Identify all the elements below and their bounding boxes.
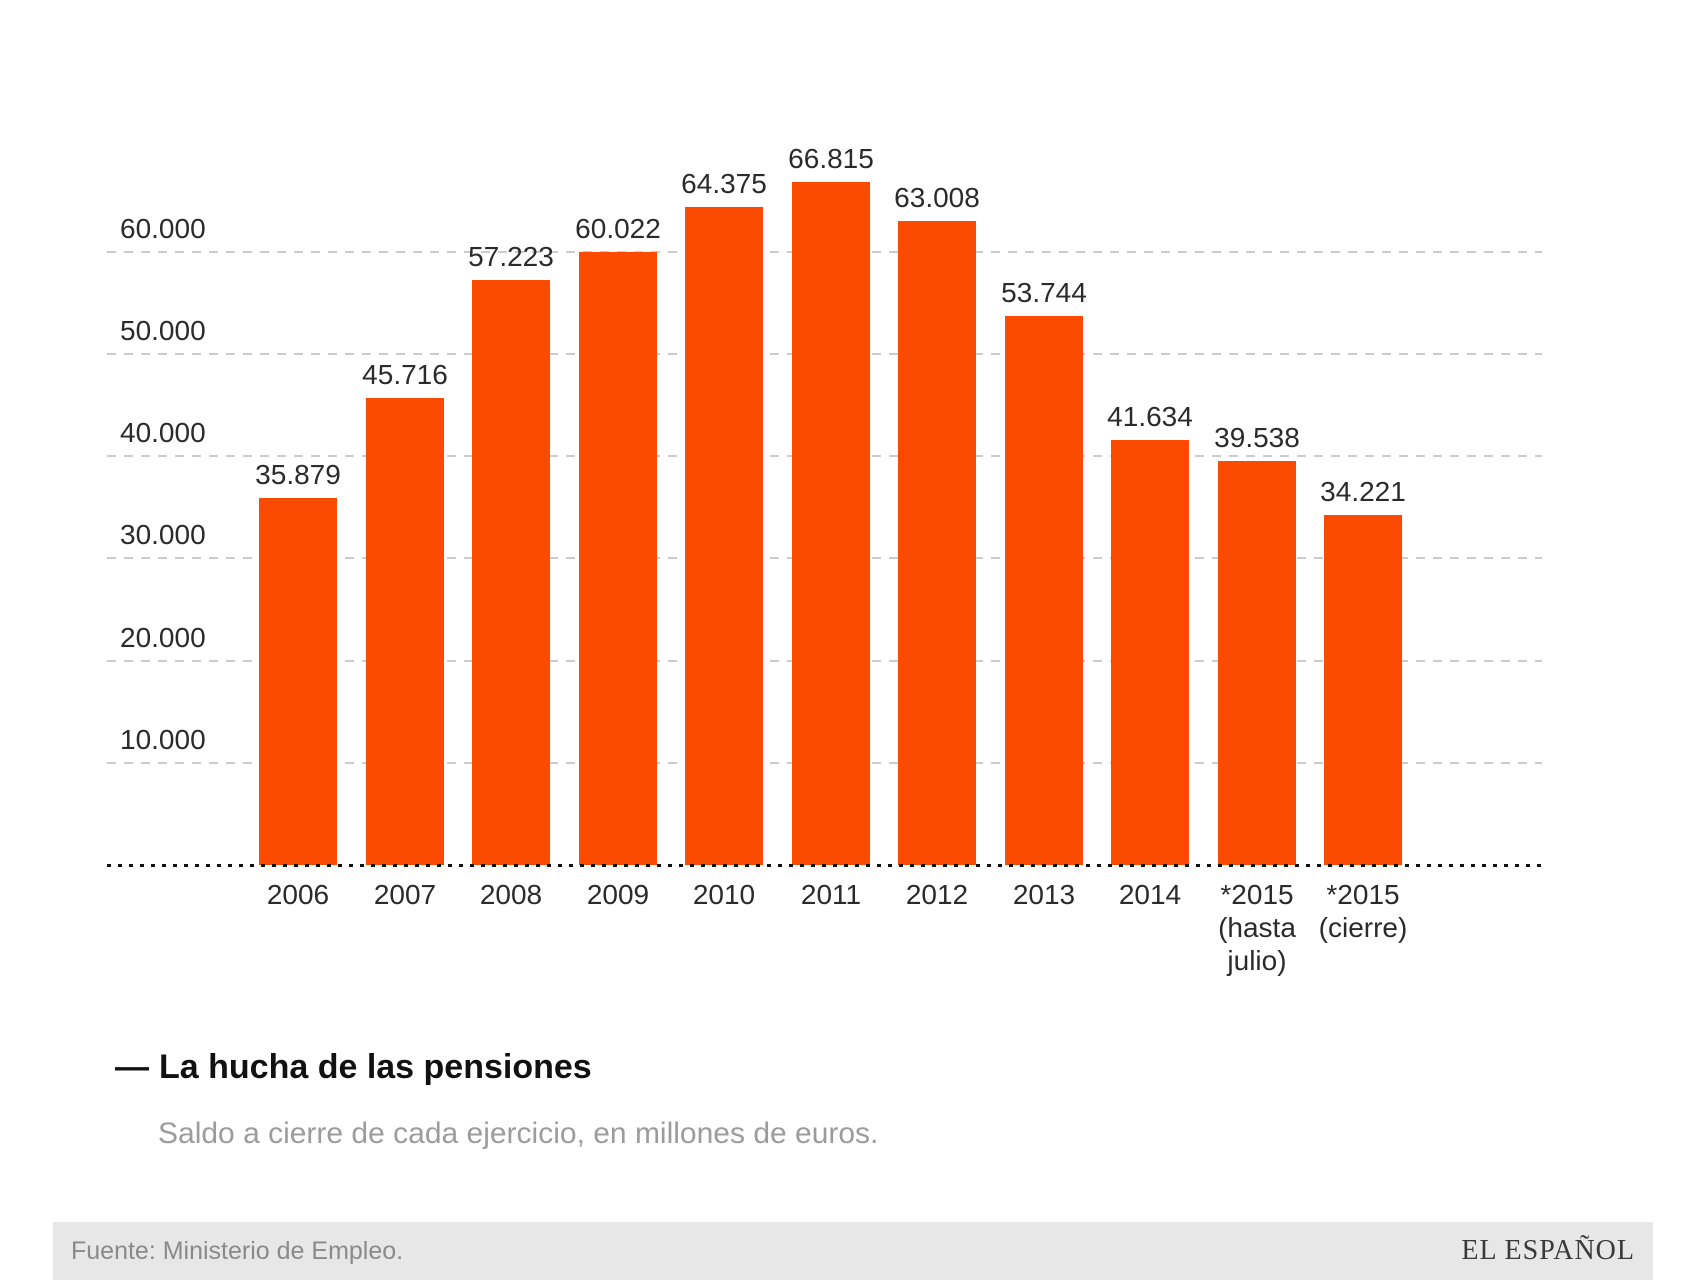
chart-title: La hucha de las pensiones (159, 1048, 592, 1086)
bar-value-label: 60.022 (575, 213, 661, 244)
x-category-label: 2010 (692, 879, 756, 910)
bar-2013 (1005, 316, 1083, 865)
x-category-label: *2015 (cierre) (1318, 879, 1408, 943)
bar-2011 (792, 182, 870, 865)
source-note: Fuente: Ministerio de Empleo. (71, 1236, 404, 1265)
bar-value-label: 64.375 (681, 168, 767, 199)
y-tick-label-40.000: 40.000 (120, 417, 206, 448)
bar-value-label: 53.744 (1001, 277, 1087, 308)
y-tick-label-10.000: 10.000 (120, 724, 206, 755)
y-tick-label-60.000: 60.000 (120, 213, 206, 244)
chart-subtitle: Saldo a cierre de cada ejercicio, en mil… (158, 1117, 879, 1150)
bar-2008 (472, 280, 550, 865)
bar-2006 (259, 498, 337, 865)
x-category-label: 2011 (800, 879, 862, 910)
bar-*2015 (1324, 515, 1402, 865)
bar-value-label: 41.634 (1107, 401, 1193, 432)
bar-value-label: 45.716 (362, 359, 448, 390)
title-dash: — (115, 1048, 149, 1086)
bar-2007 (366, 398, 444, 865)
bar-value-label: 63.008 (894, 182, 980, 213)
y-tick-label-20.000: 20.000 (120, 622, 206, 653)
x-category-label: 2014 (1118, 879, 1182, 910)
bar-*2015 (1218, 461, 1296, 865)
x-category-label: *2015 (hasta julio) (1218, 879, 1296, 976)
x-category-label: 2007 (373, 879, 437, 910)
x-category-label: 2006 (266, 879, 330, 910)
bar-2014 (1111, 440, 1189, 865)
bar-value-label: 66.815 (788, 143, 874, 174)
x-axis-baseline (107, 864, 1542, 867)
x-category-label: 2009 (586, 879, 650, 910)
bar-value-label: 57.223 (468, 241, 554, 272)
brand-logo: EL ESPAÑOL (1461, 1235, 1635, 1266)
bar-value-label: 39.538 (1214, 422, 1300, 453)
bar-2010 (685, 207, 763, 865)
bar-value-label: 34.221 (1320, 476, 1406, 507)
bar-value-label: 35.879 (255, 459, 341, 490)
bar-2009 (579, 252, 657, 865)
footer-bar: Fuente: Ministerio de Empleo. EL ESPAÑOL (53, 1222, 1653, 1280)
x-category-label: 2013 (1012, 879, 1076, 910)
bar-2012 (898, 221, 976, 865)
chart-title-block: — La hucha de las pensiones (115, 1048, 592, 1087)
x-category-label: 2008 (479, 879, 543, 910)
y-tick-label-50.000: 50.000 (120, 315, 206, 346)
y-tick-label-30.000: 30.000 (120, 519, 206, 550)
x-category-label: 2012 (905, 879, 969, 910)
